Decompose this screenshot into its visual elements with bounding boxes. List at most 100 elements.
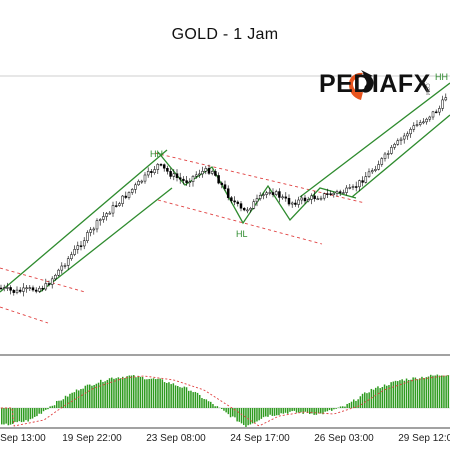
signal-line [1,375,448,427]
histogram-bar [434,375,436,408]
histogram-bar [403,380,406,408]
histogram-bar [115,378,117,408]
candle-body [169,171,172,177]
histogram-bar [311,408,313,414]
candle-body [121,195,124,204]
candle-body [370,170,374,173]
candle-body [12,290,16,293]
candle-body [9,287,12,291]
histogram-bar [29,408,32,420]
histogram-bar [445,375,447,408]
candle-body [89,229,92,233]
candle-body [185,180,188,183]
candle-body [146,171,150,176]
histogram-bar [212,404,214,408]
histogram-bar [18,408,21,422]
histogram-bar [221,408,223,409]
indicator-histogram [1,374,450,427]
candle-body [73,249,76,255]
histogram-bar [273,408,276,416]
histogram-bar [78,390,80,408]
trendline-lower-2 [351,114,450,198]
candle-body [22,287,25,292]
histogram-bar [152,378,155,408]
histogram-bar [16,408,18,423]
histogram-bar [293,408,296,411]
candle-body [290,202,294,205]
candle-body [28,287,32,289]
histogram-bar [174,385,177,408]
histogram-bar [25,408,27,421]
histogram-bar [383,384,386,408]
candle-body [281,196,284,199]
histogram-bar [9,408,12,425]
candle-body [431,111,435,118]
histogram-bar [148,378,150,408]
candle-body [262,194,265,196]
candle-body [166,168,169,172]
candle-body [258,195,262,199]
histogram-bar [412,377,414,408]
candle-body [111,205,115,214]
histogram-bar [56,400,58,408]
x-tick-label: 26 Sep 03:00 [314,433,374,444]
histogram-bar [271,408,274,416]
candle-body [342,192,345,194]
candle-body [2,287,6,289]
candle-body [92,228,96,231]
histogram-bar [229,408,232,418]
histogram-bar [441,375,443,408]
histogram-bar [161,379,164,408]
histogram-bar [133,375,135,408]
candle-body [82,240,86,247]
candle-body [172,173,176,177]
candle-body [287,197,291,205]
histogram-bar [447,375,450,408]
histogram-bar [84,385,87,408]
histogram-bar [155,379,157,408]
histogram-bar [306,408,309,414]
histogram-bar [300,408,302,413]
histogram-bar [287,408,289,414]
histogram-bar [408,379,410,408]
candle-body [70,254,73,259]
candle-body [406,133,409,137]
histogram-bar [392,381,395,408]
histogram-bar [269,408,271,415]
histogram-bar [265,408,267,417]
histogram-bar [128,375,131,408]
histogram-bar [399,380,401,408]
candle-body [428,116,432,120]
histogram-bar [12,408,14,424]
candle-body [204,168,208,172]
histogram-bar [216,406,219,408]
histogram-bar [291,408,293,412]
histogram-bar [256,408,258,422]
candle-body [207,168,211,174]
histogram-bar [31,408,34,419]
histogram-bar [73,392,76,408]
histogram-bar [258,408,260,421]
histogram-bar [60,400,62,408]
histogram-bar [53,405,56,408]
histogram-bar [240,408,243,424]
histogram-bar [5,408,7,424]
histogram-bar [104,381,106,408]
trendline-lower-1 [39,187,173,293]
histogram-bar [139,376,142,408]
candle-body [444,97,448,101]
histogram-bar [150,378,153,408]
histogram-bar [377,386,379,408]
x-tick-label: 23 Sep 08:00 [146,433,206,444]
histogram-bar [188,390,190,408]
histogram-bar [58,400,60,408]
histogram-bar [427,376,430,408]
candle-body [418,122,422,125]
histogram-bar [71,392,73,408]
candle-body [313,195,316,200]
histogram-bar [47,408,49,410]
candle-body [223,184,227,189]
histogram-bar [317,408,320,414]
candle-body [162,164,166,169]
candle-body [249,208,252,211]
